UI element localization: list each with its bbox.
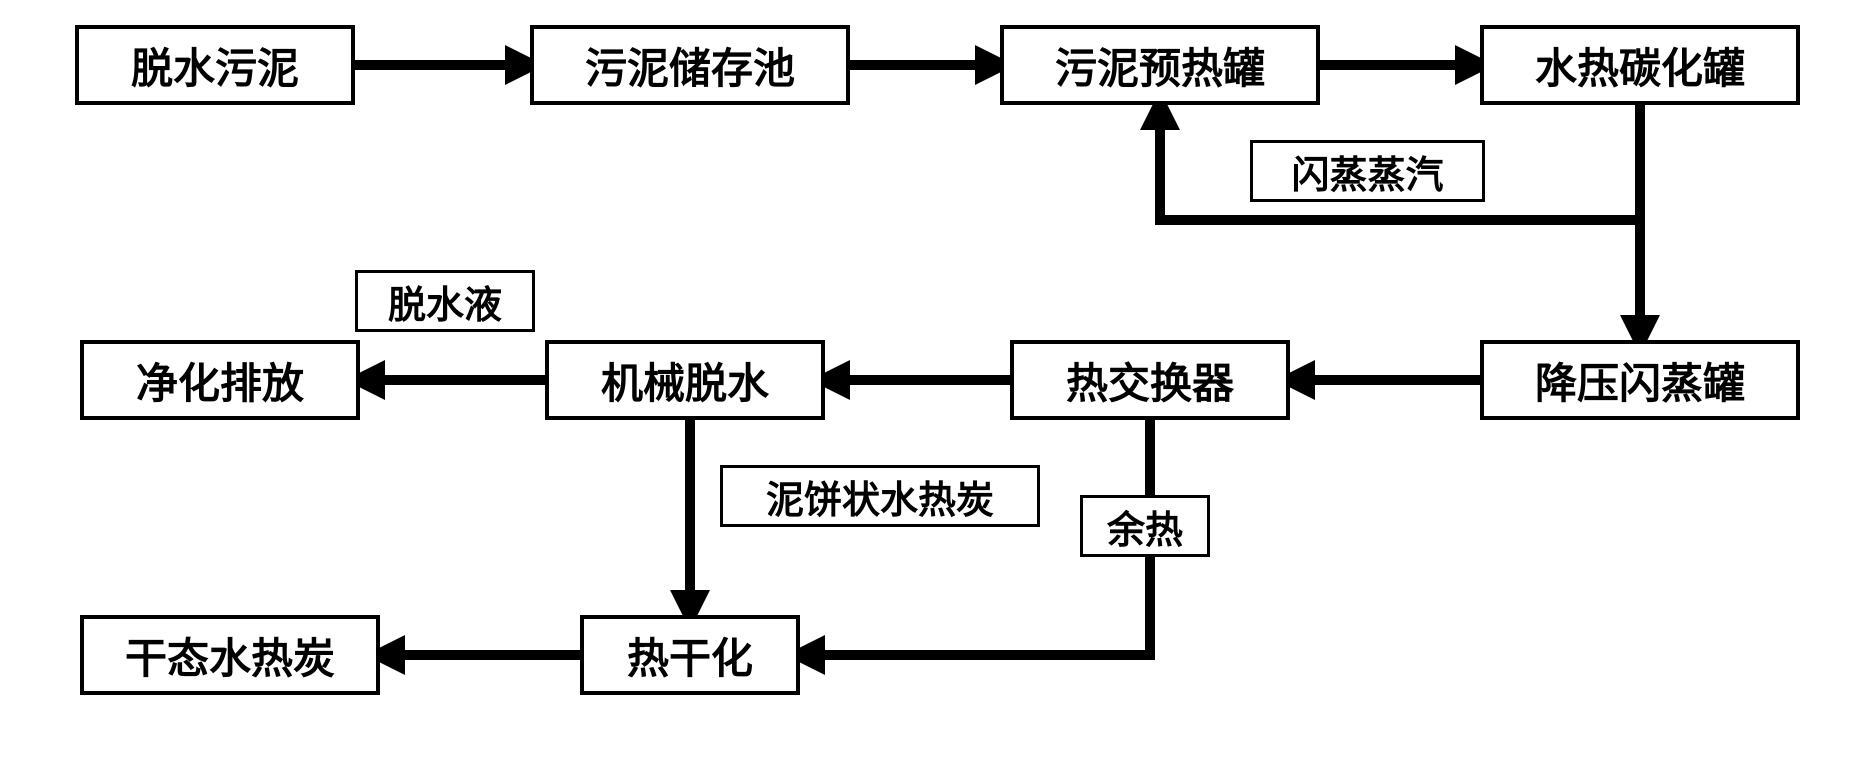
flowchart-node-n3: 污泥预热罐: [1000, 25, 1320, 105]
flowchart-edge-label-l4: 余热: [1080, 495, 1210, 557]
flowchart-node-n2: 污泥储存池: [530, 25, 850, 105]
flowchart-node-n5: 降压闪蒸罐: [1480, 340, 1800, 420]
flowchart-node-n9: 热干化: [580, 615, 800, 695]
flowchart-node-n8: 净化排放: [80, 340, 360, 420]
flowchart-edge-label-l3: 泥饼状水热炭: [720, 465, 1040, 527]
flowchart-node-n6: 热交换器: [1010, 340, 1290, 420]
flowchart-edge-label-l2: 脱水液: [355, 270, 535, 332]
flowchart-node-n7: 机械脱水: [545, 340, 825, 420]
flowchart-edge-label-l1: 闪蒸蒸汽: [1250, 140, 1485, 202]
flowchart-node-n1: 脱水污泥: [75, 25, 355, 105]
flowchart-node-n4: 水热碳化罐: [1480, 25, 1800, 105]
flowchart-node-n10: 干态水热炭: [80, 615, 380, 695]
